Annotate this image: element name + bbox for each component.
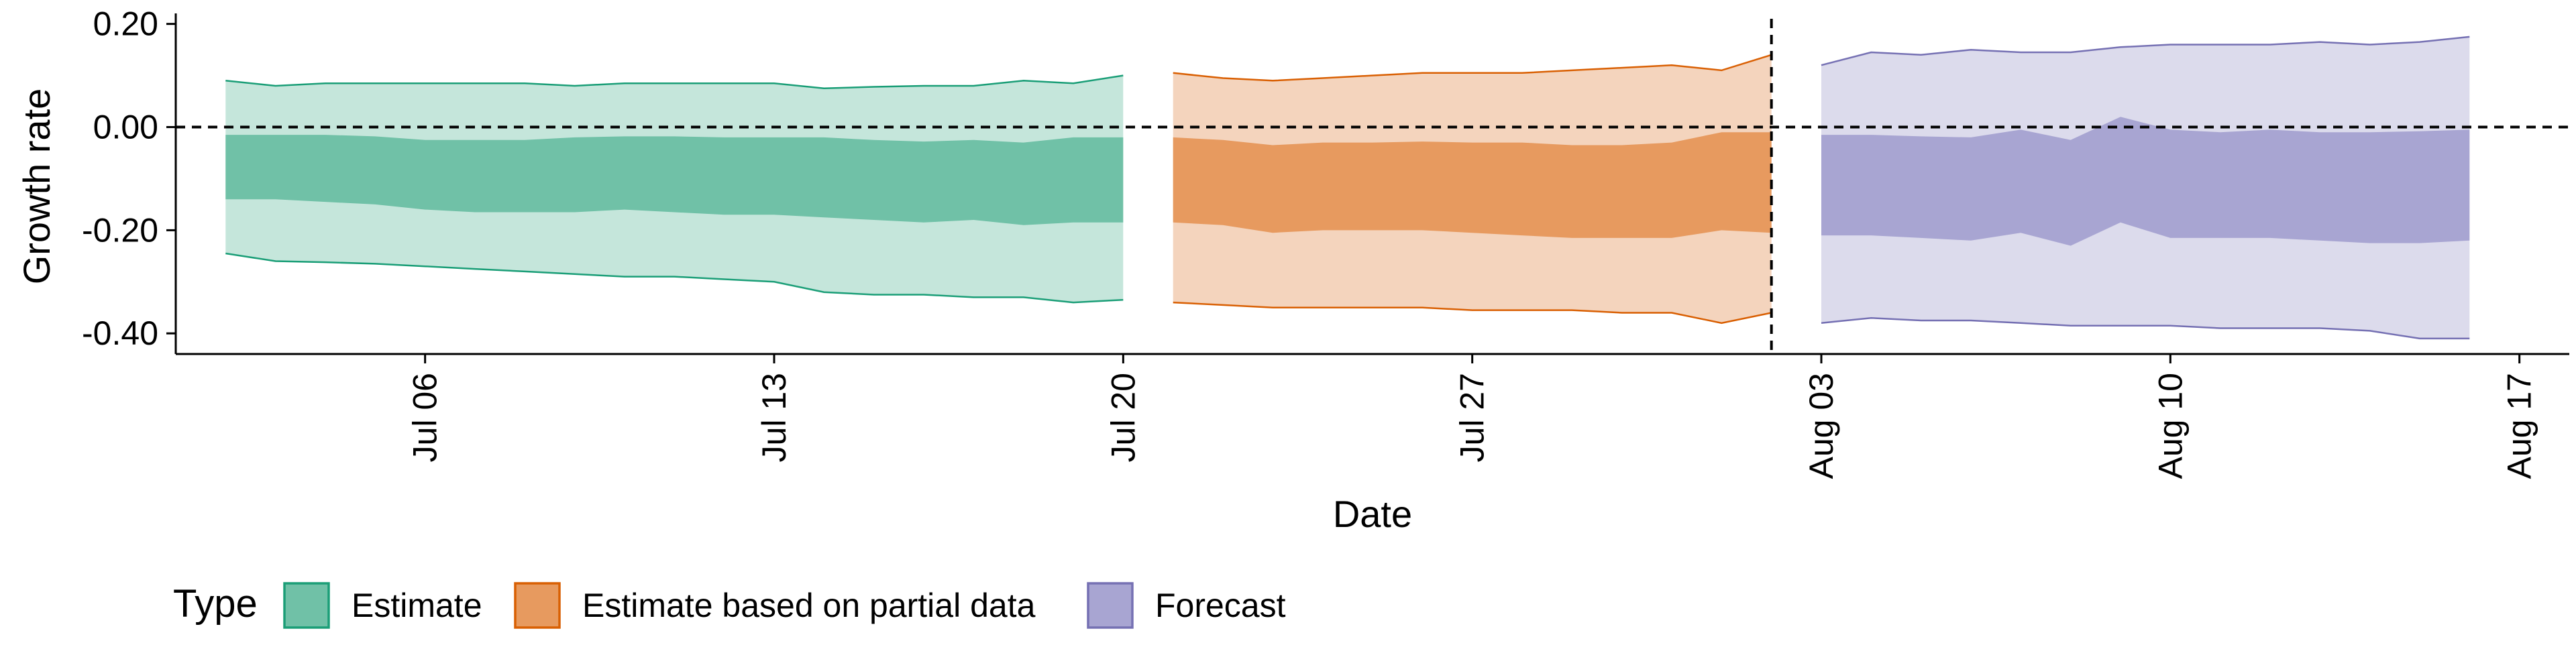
legend: Type Estimate Estimate based on partial da… bbox=[173, 582, 1286, 629]
series-0-inner-band bbox=[225, 135, 1124, 225]
x-tick-label: Aug 03 bbox=[1803, 373, 1840, 479]
x-tick-label: Jul 20 bbox=[1104, 373, 1142, 462]
y-axis-title: Growth rate bbox=[15, 89, 58, 285]
axes: 0.20 0.00 -0.20 -0.40 Jul 06 Jul 13 Jul 20 Jul … bbox=[15, 5, 2569, 535]
series-2-outer-lower-line bbox=[1821, 316, 2470, 340]
legend-swatch bbox=[283, 582, 330, 629]
x-tick-label: Aug 10 bbox=[2151, 373, 2189, 479]
series-layer bbox=[225, 36, 2470, 340]
series-0-outer-upper-line bbox=[225, 74, 1124, 90]
y-tick-label: -0.20 bbox=[82, 211, 158, 249]
x-tick-label: Jul 13 bbox=[755, 373, 793, 462]
series-2-inner-band bbox=[1821, 117, 2470, 246]
x-axis-title: Date bbox=[1333, 493, 1412, 535]
series-1-outer-upper-line bbox=[1173, 54, 1772, 82]
x-tick-label: Jul 06 bbox=[407, 373, 444, 462]
legend-label: Estimate based on partial data bbox=[582, 587, 1036, 624]
legend-label: Forecast bbox=[1155, 587, 1286, 624]
series-1 bbox=[1173, 54, 1772, 325]
series-1-outer-lower-line bbox=[1173, 301, 1772, 325]
legend-title: Type bbox=[173, 582, 258, 626]
x-tick-label: Aug 17 bbox=[2501, 373, 2538, 479]
series-2 bbox=[1821, 36, 2470, 340]
series-0 bbox=[225, 74, 1124, 304]
legend-swatch bbox=[1087, 582, 1134, 629]
legend-label: Estimate bbox=[352, 587, 482, 624]
x-tick-label: Jul 27 bbox=[1454, 373, 1491, 462]
y-tick-label: 0.00 bbox=[93, 109, 158, 146]
y-tick-label: 0.20 bbox=[93, 5, 158, 43]
reference-lines bbox=[176, 19, 2569, 354]
series-1-inner-band bbox=[1173, 132, 1772, 238]
legend-swatch bbox=[514, 582, 561, 629]
series-0-outer-lower-line bbox=[225, 252, 1124, 304]
y-tick-label: -0.40 bbox=[82, 314, 158, 352]
series-2-outer-upper-line bbox=[1821, 36, 2470, 66]
